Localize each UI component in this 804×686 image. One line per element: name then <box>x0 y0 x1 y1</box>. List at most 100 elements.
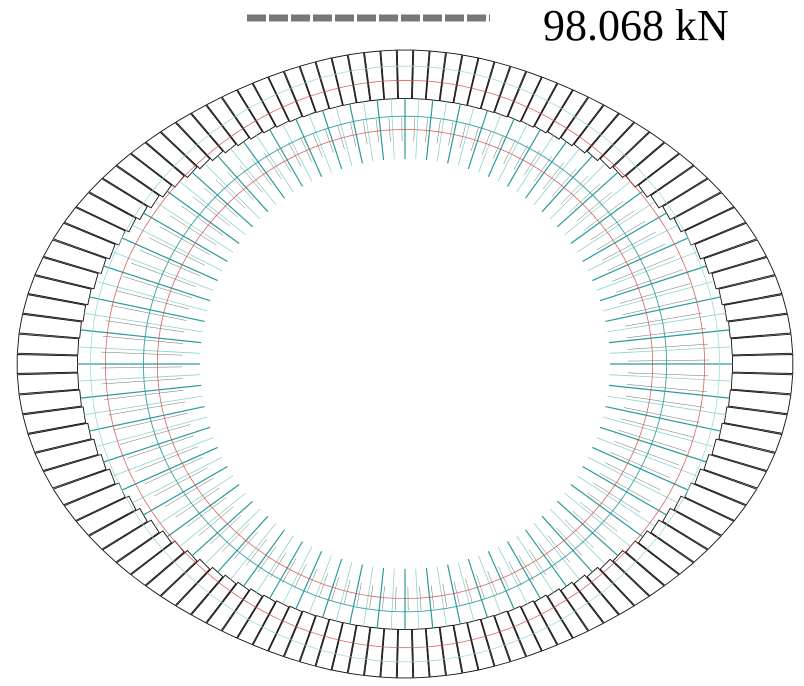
force-spoke-thin-50 <box>160 227 211 256</box>
force-box-96 <box>481 616 510 667</box>
force-spoke-thin-111 <box>605 463 661 491</box>
force-box-113 <box>695 469 757 505</box>
force-spoke-91 <box>416 569 419 629</box>
force-spoke-82 <box>296 551 322 609</box>
force-box-54 <box>44 240 107 274</box>
force-box-36 <box>300 62 329 113</box>
force-box-71 <box>103 520 160 562</box>
force-spoke-67 <box>112 438 213 477</box>
force-spoke-53 <box>112 252 213 291</box>
force-box-10 <box>663 179 721 220</box>
force-spoke-116 <box>606 407 721 432</box>
force-spoke-48 <box>167 191 239 243</box>
force-spoke-thin-42 <box>252 159 272 185</box>
force-box-66 <box>44 455 107 489</box>
force-box-83 <box>284 611 315 661</box>
force-box-30 <box>397 50 412 99</box>
force-box-105 <box>600 559 649 605</box>
force-spoke-thin-6 <box>616 270 683 293</box>
force-spoke-thin-8 <box>608 244 666 271</box>
force-spoke-46 <box>192 172 253 227</box>
force-spoke-thin-43 <box>240 166 262 193</box>
force-box-75 <box>161 559 210 605</box>
force-spoke-119 <box>610 375 732 381</box>
force-box-60 <box>17 355 77 374</box>
force-spoke-thin-59 <box>101 352 182 355</box>
force-spoke-25 <box>458 107 474 166</box>
force-box-28 <box>426 51 445 101</box>
force-box-32 <box>365 51 384 101</box>
force-spoke-61 <box>78 375 200 381</box>
force-spoke-36 <box>323 110 342 169</box>
force-spoke-thin-49 <box>170 216 216 245</box>
force-spoke-85 <box>336 562 352 621</box>
force-spoke-92 <box>426 568 432 628</box>
scale-legend: 98.068 kN <box>247 1 729 50</box>
force-box-40 <box>238 83 276 132</box>
force-spoke-79 <box>257 536 294 593</box>
force-spoke-thin-110 <box>600 473 651 502</box>
force-spoke-35 <box>336 107 352 166</box>
force-box-7 <box>695 223 757 259</box>
force-spoke-28 <box>426 100 432 160</box>
force-box-12 <box>639 154 694 197</box>
force-box-112 <box>685 483 746 521</box>
force-box-88 <box>365 627 384 677</box>
force-spoke-thin-0 <box>628 360 709 361</box>
force-spoke-thin-117 <box>626 396 704 407</box>
force-spoke-thin-44 <box>228 173 254 201</box>
force-box-24 <box>481 62 510 113</box>
force-spoke-thin-75 <box>222 524 249 552</box>
force-spoke-98 <box>488 551 514 609</box>
force-box-97 <box>495 611 526 661</box>
force-spoke-29 <box>416 99 419 159</box>
force-spoke-thin-4 <box>623 298 697 315</box>
force-box-92 <box>426 627 445 677</box>
force-spoke-64 <box>89 407 204 432</box>
force-box-100 <box>535 595 573 645</box>
force-spoke-74 <box>192 501 253 556</box>
force-box-109 <box>651 520 708 562</box>
force-box-49 <box>103 166 160 208</box>
force-spoke-88 <box>377 568 383 628</box>
force-box-118 <box>729 390 791 414</box>
force-box-115 <box>712 439 775 470</box>
force-spoke-1 <box>610 347 732 353</box>
force-spoke-2 <box>609 330 730 343</box>
force-box-53 <box>53 223 115 259</box>
force-spoke-19 <box>517 135 554 192</box>
force-spoke-thin-7 <box>612 256 675 281</box>
force-box-48 <box>117 154 172 197</box>
force-spoke-106 <box>557 501 618 556</box>
force-box-55 <box>35 257 98 288</box>
force-spoke-thin-103 <box>548 536 570 563</box>
force-spoke-thin-39 <box>288 142 301 166</box>
force-spoke-thin-80 <box>282 559 296 584</box>
force-spoke-thin-68 <box>145 457 203 484</box>
force-spoke-22 <box>488 119 514 177</box>
force-box-37 <box>284 67 315 117</box>
force-spoke-thin-67 <box>135 447 198 472</box>
force-box-5 <box>712 257 775 288</box>
force-box-80 <box>238 595 276 645</box>
ring-1 <box>143 116 666 612</box>
force-spoke-thin-52 <box>140 250 200 276</box>
force-spoke-81 <box>283 547 312 604</box>
force-spoke-38 <box>296 119 322 177</box>
force-spoke-56 <box>89 297 204 322</box>
force-spoke-84 <box>323 559 342 618</box>
force-spoke-31 <box>391 99 394 159</box>
scale-label: 98.068 kN <box>543 1 729 50</box>
force-box-62 <box>19 390 81 414</box>
force-box-58 <box>19 314 81 338</box>
force-spoke-40 <box>270 130 303 187</box>
force-spoke-63 <box>84 396 202 415</box>
force-spoke-113 <box>596 438 697 477</box>
force-box-114 <box>704 455 767 489</box>
force-spoke-thin-51 <box>149 238 205 266</box>
force-spoke-4 <box>606 297 721 322</box>
force-box-23 <box>495 67 526 117</box>
force-spoke-95 <box>458 562 474 621</box>
force-spoke-thin-99 <box>509 561 522 585</box>
